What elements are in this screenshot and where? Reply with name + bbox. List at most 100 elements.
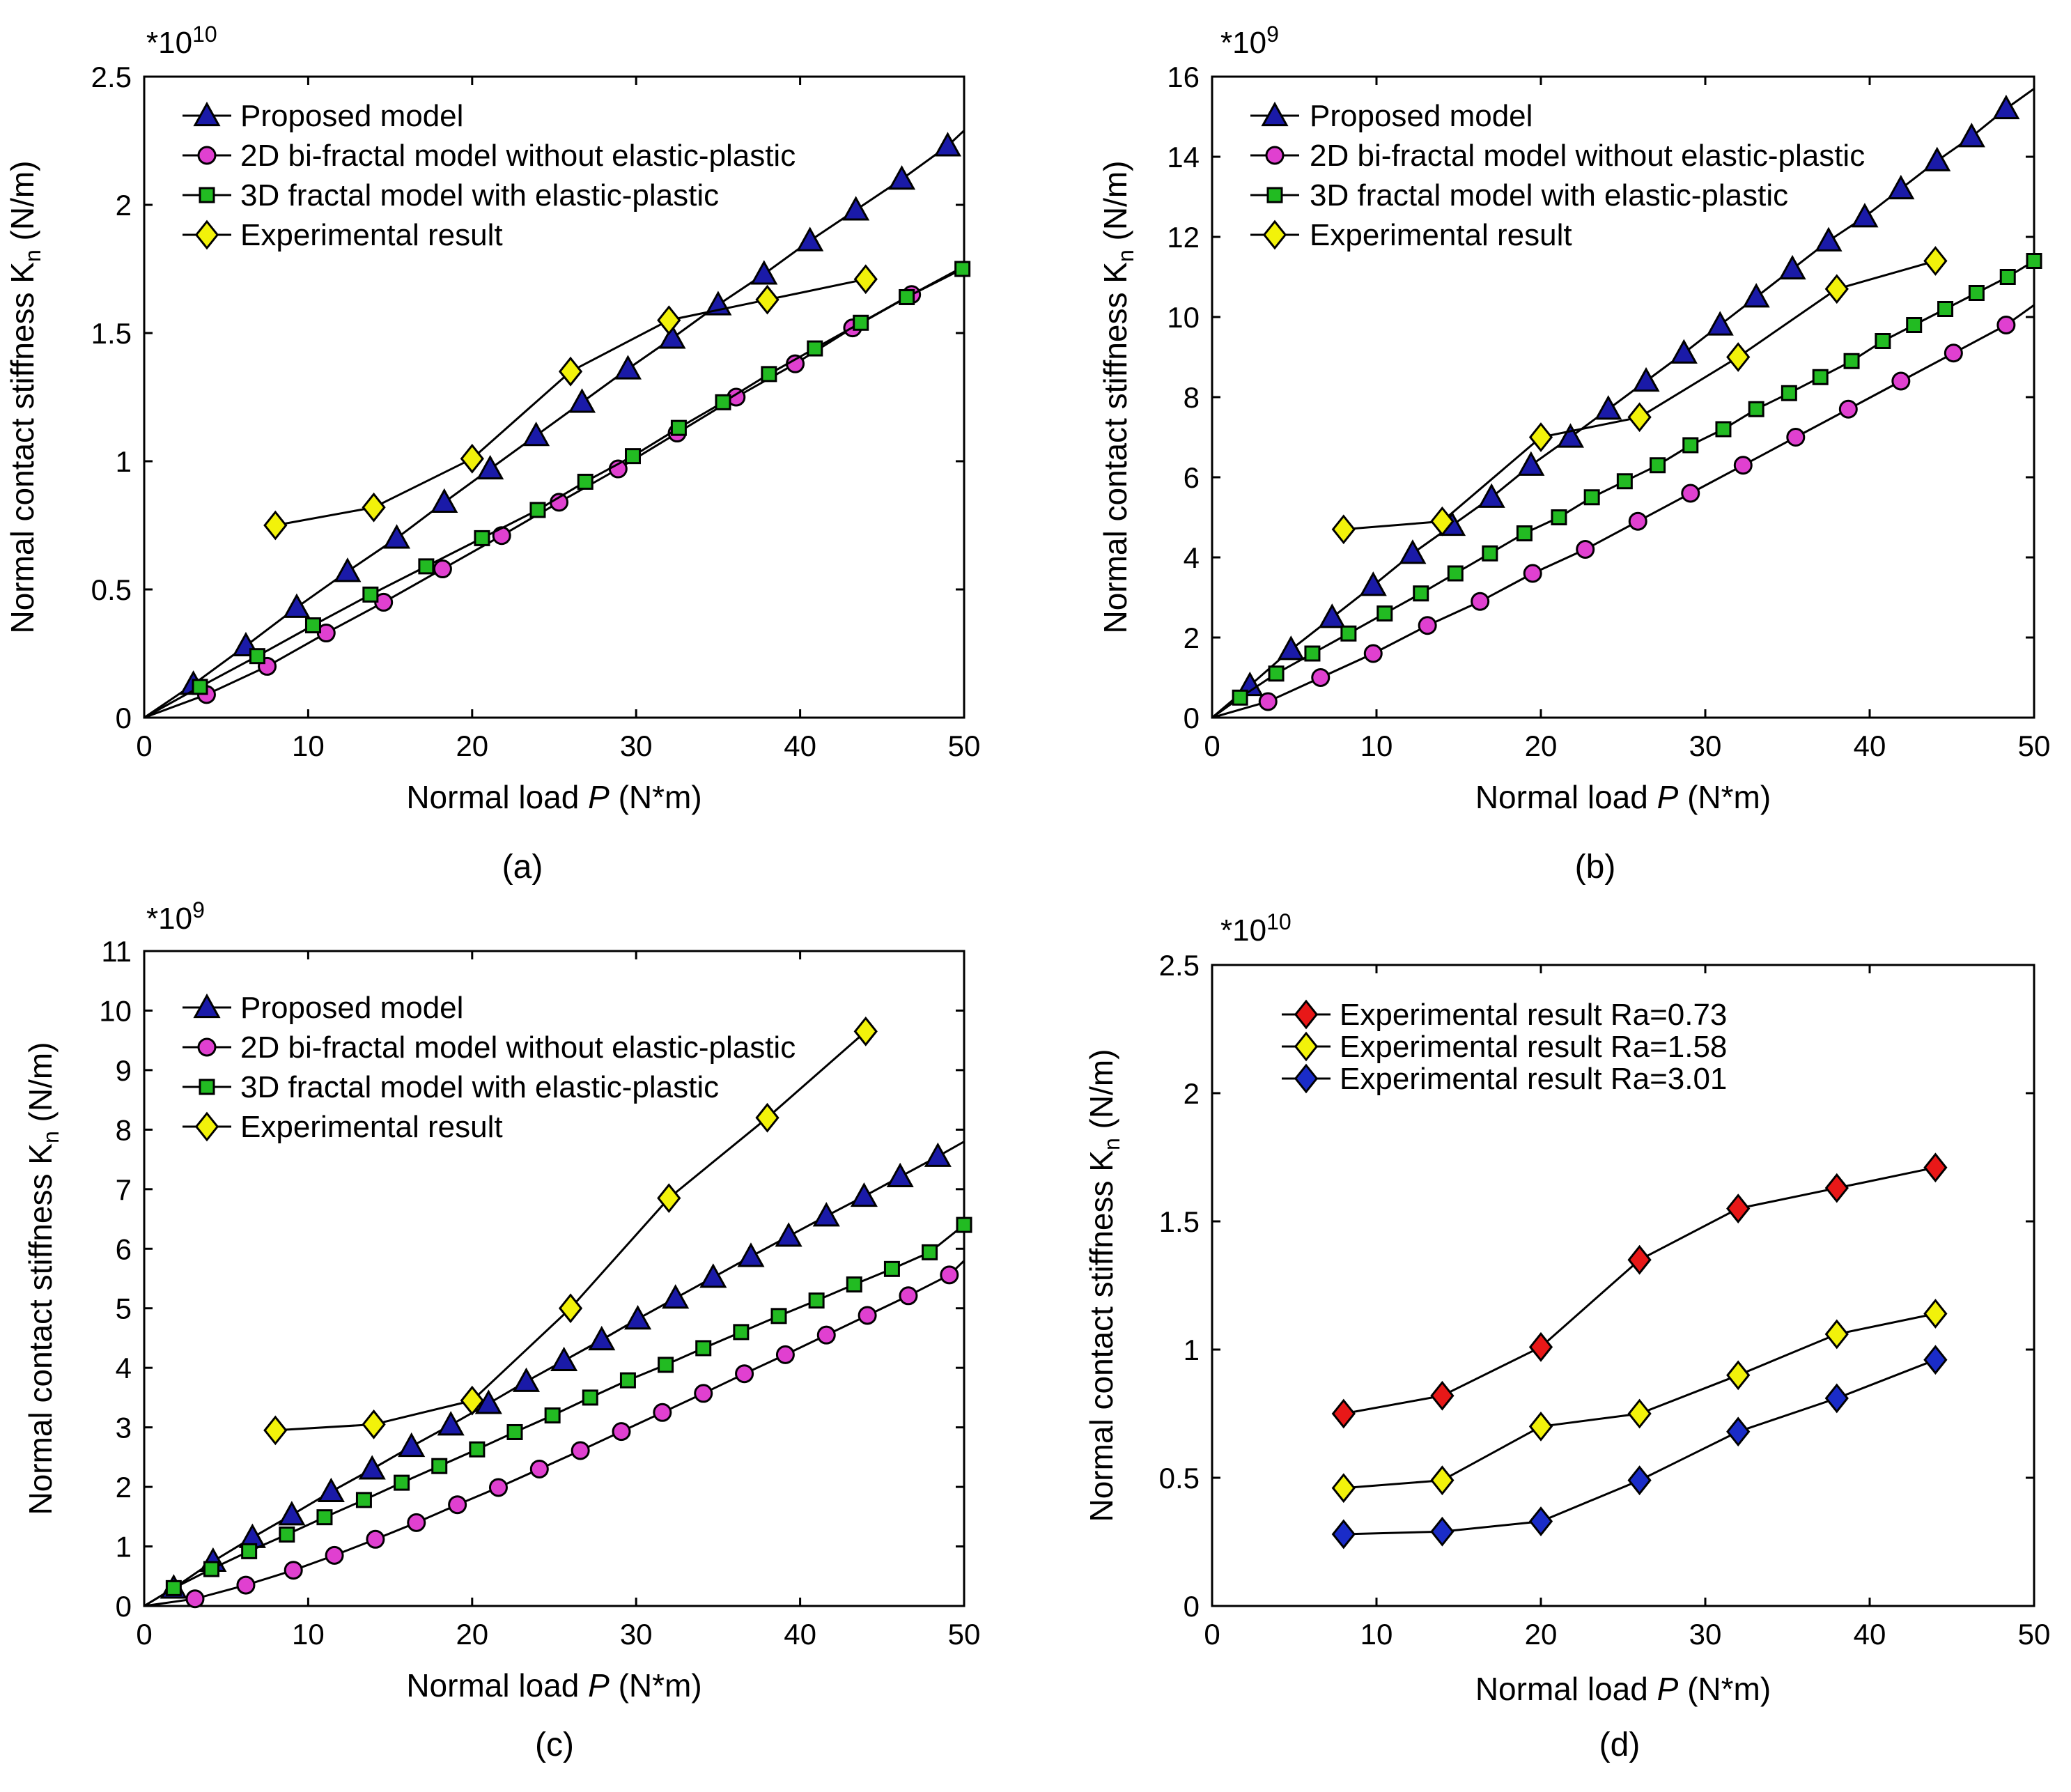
data-point (192, 679, 208, 695)
legend-label: 2D bi-fractal model without elastic-plas… (240, 1030, 796, 1065)
data-point (1726, 1360, 1751, 1391)
data-point (695, 1340, 712, 1357)
legend-label: 3D fractal model with elastic-plastic (240, 178, 719, 213)
series-0 (1331, 1152, 1948, 1429)
data-point (241, 1543, 258, 1559)
data-point (437, 1411, 465, 1436)
panel-caption: (d) (1599, 1727, 1640, 1763)
data-point (853, 314, 869, 331)
legend-label: Proposed model (1310, 99, 1533, 133)
legend-item: 3D fractal model with elastic-plastic (183, 1070, 719, 1104)
data-point (1923, 146, 1951, 171)
data-point (1996, 316, 2016, 334)
data-point (317, 1477, 345, 1503)
y-tick-label: 1.5 (91, 317, 132, 350)
data-point (325, 1545, 344, 1565)
legend-item: Experimental result Ra=0.73 (1282, 998, 1727, 1032)
data-point (1528, 1506, 1553, 1536)
data-point (1616, 473, 1633, 490)
x-axis-label: Normal load P (N*m) (1475, 779, 1771, 815)
legend-item: Experimental result Ra=3.01 (1282, 1062, 1727, 1096)
y-tick-label: 6 (1184, 461, 1200, 494)
axis-multiplier: *1010 (1220, 909, 1292, 948)
x-tick-label: 10 (1360, 1618, 1393, 1651)
plot-area (1211, 964, 2035, 1607)
data-point (1430, 1465, 1455, 1496)
x-tick-label: 0 (136, 729, 152, 762)
data-point (1556, 423, 1585, 448)
data-point (279, 1526, 295, 1543)
data-point (362, 492, 386, 523)
x-tick-label: 30 (620, 729, 653, 762)
data-point (1583, 489, 1600, 506)
data-point (1742, 283, 1770, 308)
series-1 (144, 1260, 965, 1609)
data-point (1331, 1398, 1356, 1429)
y-tick-label: 12 (1167, 221, 1200, 254)
data-point (850, 1182, 878, 1207)
data-point (588, 1325, 616, 1351)
data-point (619, 1372, 636, 1389)
y-tick-label: 0 (1184, 702, 1200, 734)
data-point (1376, 605, 1393, 621)
data-point (846, 1276, 862, 1293)
data-point (657, 305, 681, 336)
legend-marker (1294, 999, 1319, 1030)
data-point (694, 1384, 713, 1403)
legend-marker (199, 187, 215, 203)
legend-marker (199, 1079, 215, 1095)
data-point (922, 1244, 938, 1260)
data-point (558, 1293, 583, 1324)
legend-marker (194, 219, 219, 250)
legend-marker (193, 101, 221, 127)
y-tick-label: 2.5 (1159, 949, 1200, 982)
data-point (1318, 603, 1346, 628)
data-point (433, 559, 452, 579)
data-point (1528, 1411, 1553, 1442)
axis-multiplier: *1010 (146, 22, 217, 60)
data-point (1824, 1319, 1849, 1350)
x-axis-label: Normal load P (N*m) (406, 1667, 701, 1704)
multiplier-exponent: 10 (1266, 909, 1292, 934)
series-3 (263, 1016, 878, 1446)
axis-multiplier: *109 (146, 897, 205, 936)
y-tick-label: 2 (116, 1471, 132, 1504)
data-point (358, 1455, 386, 1480)
y-tick-label: 2 (116, 189, 132, 222)
data-point (355, 1492, 372, 1508)
legend-item: Proposed model (183, 991, 463, 1025)
multiplier-exponent: 9 (1266, 22, 1279, 47)
data-point (1340, 625, 1357, 642)
data-point (1937, 301, 1954, 317)
legend-item: Experimental result (1250, 218, 1572, 252)
data-point (382, 524, 411, 549)
data-point (1418, 616, 1437, 635)
y-tick-label: 16 (1167, 61, 1200, 93)
data-point (316, 1509, 333, 1526)
data-point (770, 1308, 787, 1324)
data-point (1311, 668, 1331, 687)
data-point (394, 1474, 410, 1491)
legend-marker (1266, 187, 1283, 203)
data-point (624, 448, 641, 465)
data-point (733, 1324, 750, 1341)
data-point (1992, 94, 2020, 120)
legend-marker (1261, 101, 1289, 127)
legend-item: 3D fractal model with elastic-plastic (1250, 178, 1788, 213)
data-point (1944, 343, 1963, 363)
data-point (1812, 369, 1829, 385)
series-2 (144, 1216, 972, 1607)
data-point (1748, 401, 1764, 417)
data-point (512, 1367, 541, 1392)
legend-marker (1265, 146, 1285, 165)
data-point (506, 1423, 523, 1440)
data-point (1627, 1398, 1652, 1429)
x-tick-label: 50 (948, 729, 981, 762)
data-point (568, 388, 596, 413)
x-tick-label: 20 (456, 729, 488, 762)
data-point (1786, 428, 1806, 447)
data-point (653, 1403, 672, 1422)
data-point (1923, 246, 1948, 276)
x-tick-label: 10 (292, 1618, 325, 1651)
